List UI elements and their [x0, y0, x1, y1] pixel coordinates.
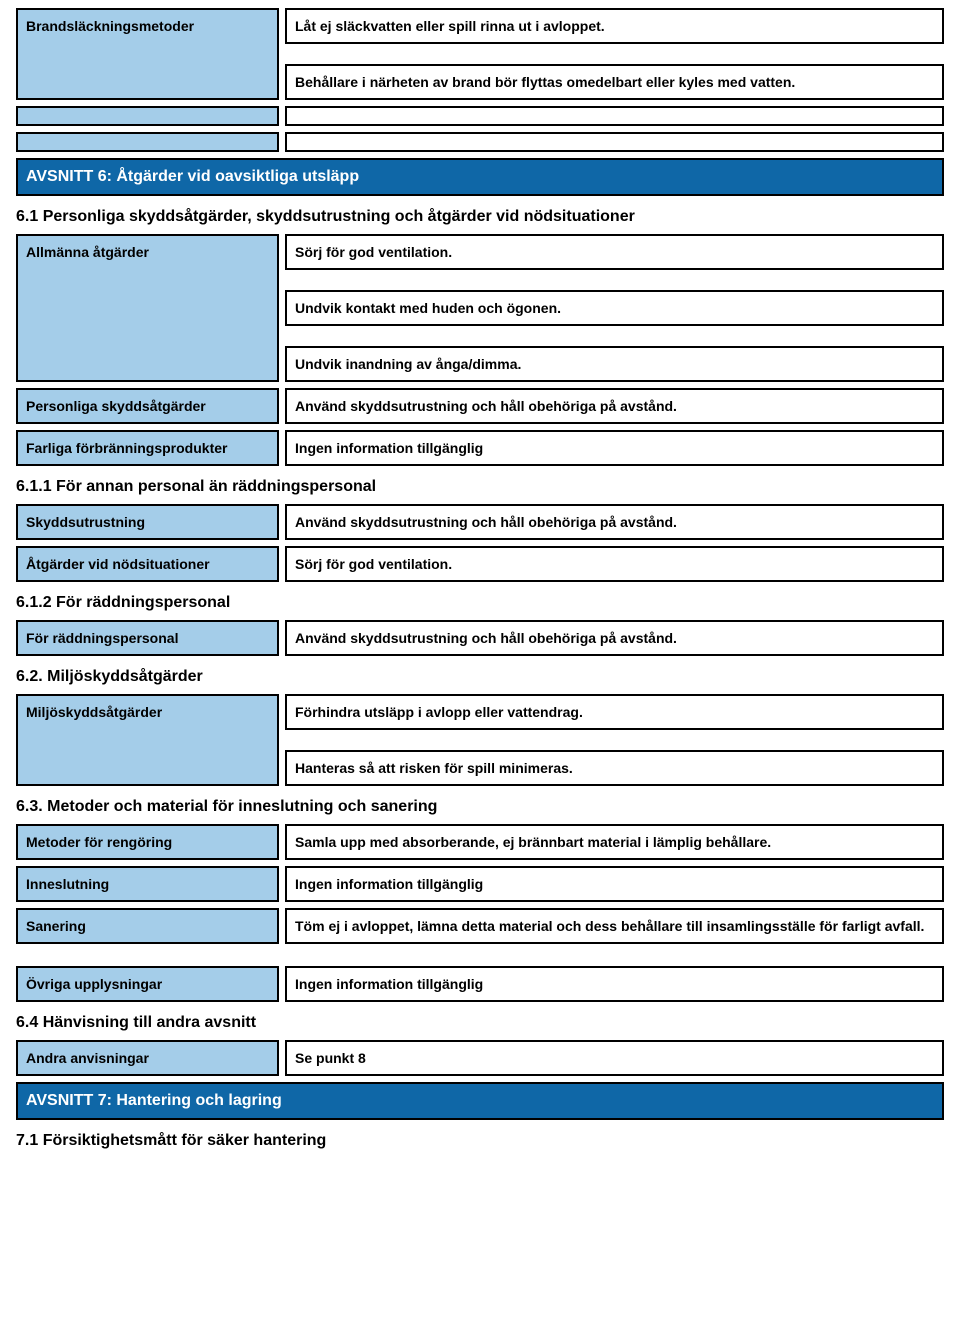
row-fire-methods: Brandsläckningsmetoder Låt ej släckvatte…	[16, 8, 944, 100]
value-general-3: Undvik inandning av ånga/dimma.	[285, 346, 944, 382]
label-haz-combustion: Farliga förbränningsprodukter	[16, 430, 279, 466]
label-containment: Inneslutning	[16, 866, 279, 902]
label-general-measures: Allmänna åtgärder	[16, 234, 279, 382]
subsection-7-1: 7.1 Försiktighetsmått för säker hanterin…	[16, 1126, 944, 1150]
row-personal-protection: Personliga skyddsåtgärder Använd skyddsu…	[16, 388, 944, 424]
label-rescue-personnel: För räddningspersonal	[16, 620, 279, 656]
label-env-measures: Miljöskyddsåtgärder	[16, 694, 279, 786]
value-protective-equipment: Använd skyddsutrustning och håll obehöri…	[285, 504, 944, 540]
subsection-6-1-1: 6.1.1 För annan personal än räddningsper…	[16, 472, 944, 504]
row-other-info	[16, 132, 944, 152]
row-containment: Inneslutning Ingen information tillgängl…	[16, 866, 944, 902]
subsection-6-1-2: 6.1.2 För räddningspersonal	[16, 588, 944, 620]
label-personal-protection: Personliga skyddsåtgärder	[16, 388, 279, 424]
row-env-measures: Miljöskyddsåtgärder Förhindra utsläpp i …	[16, 694, 944, 786]
label-other-info	[16, 132, 279, 152]
row-rescue-personnel: För räddningspersonal Använd skyddsutrus…	[16, 620, 944, 656]
value-ppe	[285, 106, 944, 126]
label-protective-equipment: Skyddsutrustning	[16, 504, 279, 540]
row-other-details: Övriga upplysningar Ingen information ti…	[16, 966, 944, 1002]
row-other-references: Andra anvisningar Se punkt 8	[16, 1040, 944, 1076]
value-other-details: Ingen information tillgänglig	[285, 966, 944, 1002]
section-7-header: AVSNITT 7: Hantering och lagring	[16, 1082, 944, 1120]
label-cleaning-methods: Metoder för rengöring	[16, 824, 279, 860]
subsection-6-3: 6.3. Metoder och material för inneslutni…	[16, 792, 944, 824]
subsection-6-4: 6.4 Hänvisning till andra avsnitt	[16, 1008, 944, 1040]
value-env-1: Förhindra utsläpp i avlopp eller vattend…	[285, 694, 944, 730]
value-personal-protection: Använd skyddsutrustning och håll obehöri…	[285, 388, 944, 424]
value-fire-methods-2: Behållare i närheten av brand bör flytta…	[285, 64, 944, 100]
section-6-header: AVSNITT 6: Åtgärder vid oavsiktliga utsl…	[16, 158, 944, 196]
sds-page: Brandsläckningsmetoder Låt ej släckvatte…	[0, 0, 960, 1166]
value-fire-methods-1: Låt ej släckvatten eller spill rinna ut …	[285, 8, 944, 44]
row-general-measures: Allmänna åtgärder Sörj för god ventilati…	[16, 234, 944, 382]
value-sanitation: Töm ej i avloppet, lämna detta material …	[285, 908, 944, 944]
row-cleaning-methods: Metoder för rengöring Samla upp med abso…	[16, 824, 944, 860]
value-haz-combustion: Ingen information tillgänglig	[285, 430, 944, 466]
row-emergency-measures: Åtgärder vid nödsituationer Sörj för god…	[16, 546, 944, 582]
value-other-references: Se punkt 8	[285, 1040, 944, 1076]
value-env-2: Hanteras så att risken för spill minimer…	[285, 750, 944, 786]
row-haz-combustion: Farliga förbränningsprodukter Ingen info…	[16, 430, 944, 466]
row-ppe	[16, 106, 944, 126]
value-containment: Ingen information tillgänglig	[285, 866, 944, 902]
value-general-1: Sörj för god ventilation.	[285, 234, 944, 270]
label-sanitation: Sanering	[16, 908, 279, 944]
subsection-6-1: 6.1 Personliga skyddsåtgärder, skyddsutr…	[16, 202, 944, 234]
value-rescue-personnel: Använd skyddsutrustning och håll obehöri…	[285, 620, 944, 656]
row-protective-equipment: Skyddsutrustning Använd skyddsutrustning…	[16, 504, 944, 540]
value-cleaning-methods: Samla upp med absorberande, ej brännbart…	[285, 824, 944, 860]
label-emergency-measures: Åtgärder vid nödsituationer	[16, 546, 279, 582]
value-other-info	[285, 132, 944, 152]
label-other-references: Andra anvisningar	[16, 1040, 279, 1076]
label-fire-methods: Brandsläckningsmetoder	[16, 8, 279, 100]
label-ppe	[16, 106, 279, 126]
row-sanitation: Sanering Töm ej i avloppet, lämna detta …	[16, 908, 944, 944]
subsection-6-2: 6.2. Miljöskyddsåtgärder	[16, 662, 944, 694]
value-emergency-measures: Sörj för god ventilation.	[285, 546, 944, 582]
label-other-details: Övriga upplysningar	[16, 966, 279, 1002]
value-general-2: Undvik kontakt med huden och ögonen.	[285, 290, 944, 326]
